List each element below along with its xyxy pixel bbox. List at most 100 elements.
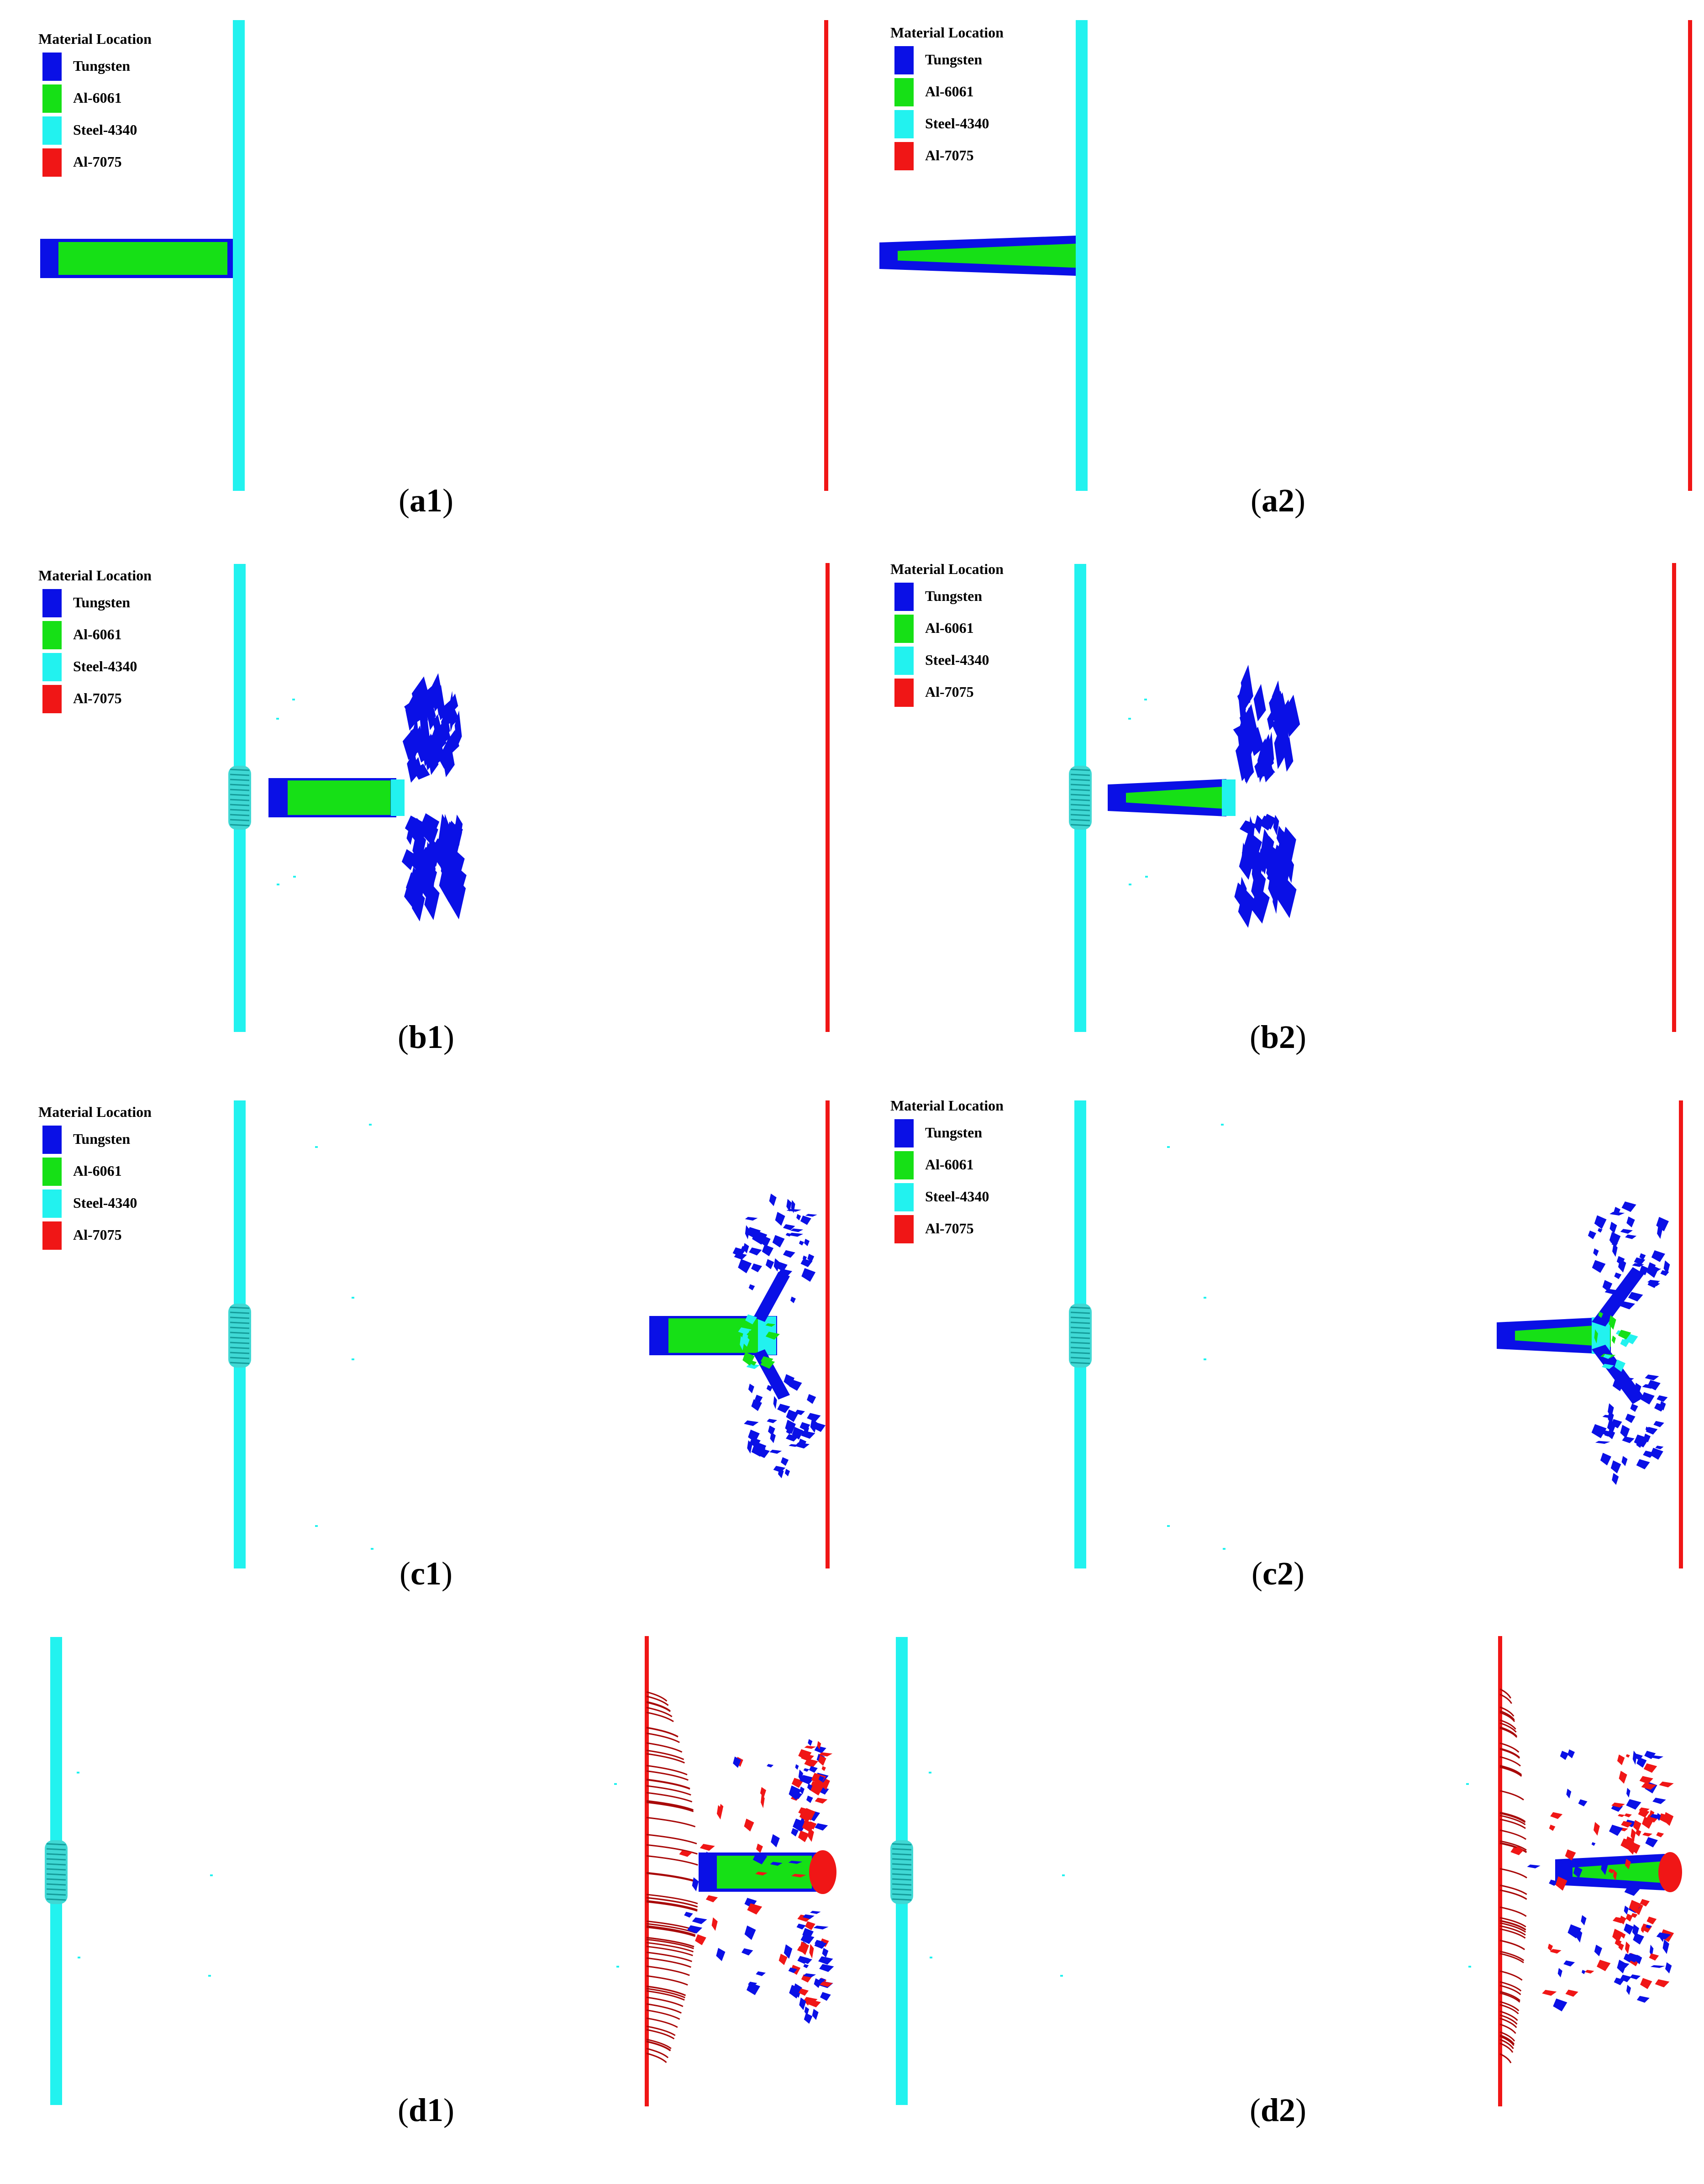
spall-texture xyxy=(1499,2017,1517,2028)
tungsten-fragment xyxy=(1240,820,1257,835)
al6061-core xyxy=(288,780,391,815)
mixed-fragment xyxy=(1649,1953,1659,1961)
spall-texture xyxy=(1499,1742,1520,1753)
steel-debris xyxy=(1145,876,1148,878)
spall-texture xyxy=(646,1996,684,2007)
mixed-fragment xyxy=(809,1944,814,1959)
tungsten-fragment xyxy=(1591,1424,1607,1438)
panel-c1: Material Location Tungsten Al-6061 Steel-43… xyxy=(38,1100,830,1592)
perforation-stripe xyxy=(1070,1347,1090,1349)
mixed-fragment xyxy=(1640,1978,1652,1989)
perforation-stripe xyxy=(46,1868,66,1871)
mixed-fragment xyxy=(804,2006,809,2016)
tungsten-fragment xyxy=(773,1396,777,1409)
tungsten-fragment xyxy=(773,1466,786,1473)
steel-debris xyxy=(1062,1874,1065,1876)
mixed-fragment xyxy=(1578,1799,1588,1806)
mixed-fragment xyxy=(756,1843,763,1853)
perforation-stripe xyxy=(230,774,250,776)
tungsten-fragment xyxy=(1278,692,1285,711)
mixed-fragment xyxy=(1633,1820,1641,1832)
mixed-fragment xyxy=(1550,1949,1562,1954)
core-fragment xyxy=(740,1336,745,1351)
perforation-stripe xyxy=(46,1878,66,1881)
spall-texture xyxy=(1499,1711,1515,1722)
panel-caption: (b2) xyxy=(1250,1019,1306,1055)
perforation-stripe xyxy=(46,1893,66,1896)
tungsten-fragment xyxy=(448,691,455,732)
mixed-fragment xyxy=(778,1953,788,1965)
mixed-fragment xyxy=(820,1981,833,1987)
spall-texture xyxy=(1499,1922,1526,1933)
mixed-fragment xyxy=(1591,1842,1596,1846)
tungsten-fragment xyxy=(1653,1421,1664,1427)
panel-d1: (d1) xyxy=(45,1636,836,2128)
perforation-stripe xyxy=(1070,789,1090,791)
first-steel-plate xyxy=(233,20,245,491)
spall-texture xyxy=(646,1985,686,1996)
mixed-fragment xyxy=(801,1753,814,1762)
mixed-fragment xyxy=(760,1787,766,1798)
spall-texture xyxy=(646,1975,688,1986)
tungsten-fragment xyxy=(1594,1215,1607,1229)
spall-texture xyxy=(646,1952,692,1963)
steel-debris xyxy=(1129,884,1131,885)
mixed-fragment xyxy=(705,1852,713,1867)
perforation-zone xyxy=(1069,766,1092,830)
tungsten-fragment xyxy=(1620,1425,1630,1439)
mixed-fragment xyxy=(1656,1832,1664,1837)
tungsten-fragment xyxy=(1618,1258,1626,1273)
tungsten-fragment xyxy=(749,1247,762,1256)
tungsten-fragment xyxy=(790,1296,796,1304)
tungsten-fragment xyxy=(792,1426,804,1440)
perforation-stripe xyxy=(1070,1337,1090,1339)
al6061-core xyxy=(898,243,1076,268)
spall-texture xyxy=(646,1779,690,1789)
legend-swatch-al-6061 xyxy=(894,615,914,643)
mixed-fragment xyxy=(716,1947,726,1962)
legend-swatch-steel-4340 xyxy=(42,1189,62,1218)
tungsten-fragment xyxy=(766,1385,773,1392)
perforation-stripe xyxy=(230,779,250,781)
panel-caption: (d1) xyxy=(398,2092,454,2128)
spall-texture xyxy=(1499,1925,1526,1936)
spall-texture xyxy=(1499,1815,1526,1826)
spall-texture xyxy=(1499,2001,1520,2011)
mixed-fragment xyxy=(1636,1757,1647,1768)
mixed-fragment xyxy=(788,1861,803,1864)
tungsten-fragment xyxy=(1612,1473,1619,1485)
mixed-fragment xyxy=(1527,1864,1541,1868)
spall-texture xyxy=(1499,1906,1527,1917)
perforation-stripe xyxy=(1070,819,1090,821)
spall-texture xyxy=(1499,2004,1519,2015)
mixed-fragment xyxy=(814,1746,826,1753)
steel-debris xyxy=(616,1966,619,1968)
mixed-fragment xyxy=(741,1948,753,1956)
tungsten-fragment xyxy=(405,872,422,898)
perforation-stripe xyxy=(46,1883,66,1886)
spall-texture xyxy=(1499,1842,1527,1853)
mixed-fragment xyxy=(1608,1868,1615,1874)
tungsten-fragment xyxy=(784,1468,790,1477)
mixed-fragment xyxy=(802,1914,815,1919)
perforation-stripe xyxy=(230,814,250,816)
legend-swatch-tungsten xyxy=(894,1119,914,1147)
perforation-stripe xyxy=(1070,1342,1090,1344)
mixed-fragment xyxy=(1619,1916,1626,1925)
perforation-stripe xyxy=(892,1858,912,1861)
tungsten-petal xyxy=(1592,1345,1644,1404)
legend-swatch-tungsten xyxy=(42,53,62,81)
steel-debris xyxy=(276,718,279,720)
spall-texture xyxy=(1499,1694,1512,1704)
tungsten-fragment xyxy=(1622,1436,1635,1443)
tungsten-fragment xyxy=(1620,1229,1633,1234)
mixed-fragment xyxy=(807,1784,813,1791)
mixed-fragment xyxy=(821,1766,826,1771)
core-fragment xyxy=(745,1314,757,1325)
mixed-fragment xyxy=(1631,1913,1638,1918)
perforation-zone xyxy=(1069,1304,1092,1368)
mixed-fragment xyxy=(818,1755,826,1766)
spall-texture xyxy=(1499,2039,1514,2049)
legend-swatch-al-6061 xyxy=(894,1151,914,1179)
tungsten-fragment xyxy=(773,1258,780,1272)
